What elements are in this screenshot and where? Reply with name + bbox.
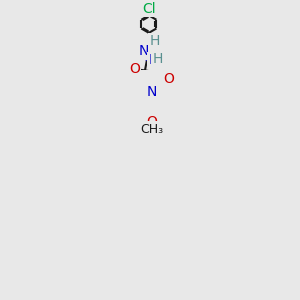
Text: H: H: [152, 52, 163, 66]
Text: H: H: [150, 34, 160, 48]
Text: O: O: [129, 62, 140, 76]
Text: Cl: Cl: [142, 2, 156, 16]
Text: N: N: [148, 53, 159, 67]
Text: O: O: [146, 115, 157, 129]
Text: N: N: [146, 85, 157, 99]
Text: O: O: [163, 72, 174, 86]
Text: CH₃: CH₃: [140, 123, 163, 136]
Text: N: N: [138, 44, 148, 58]
